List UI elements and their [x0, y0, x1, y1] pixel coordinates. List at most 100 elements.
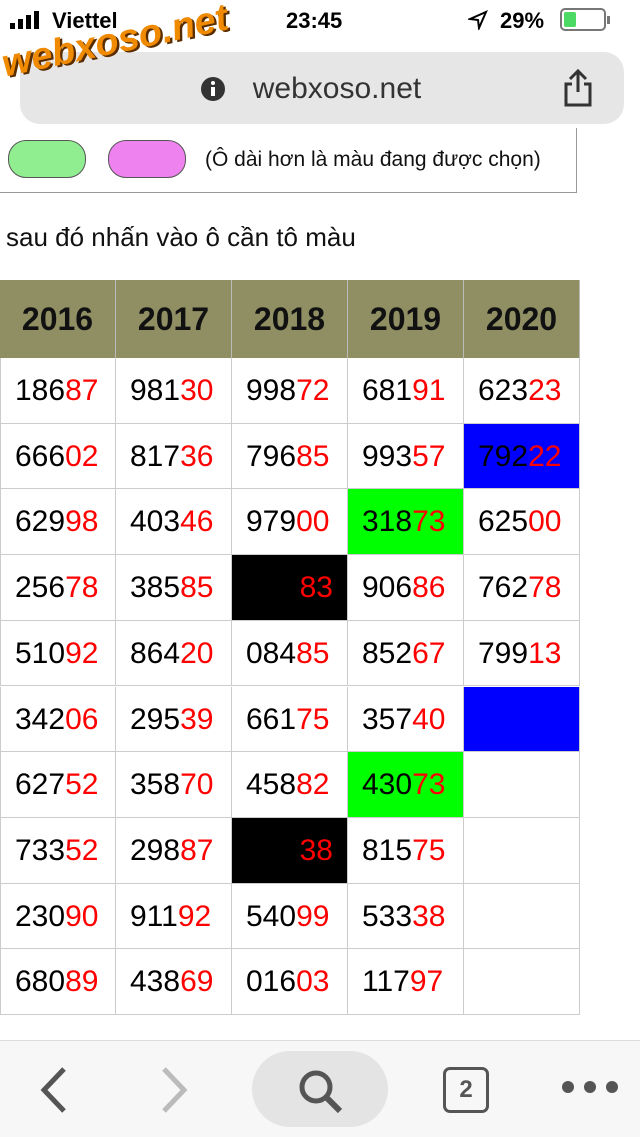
result-cell[interactable]: 83	[232, 555, 348, 621]
color-option[interactable]	[108, 140, 186, 178]
result-cell[interactable]: 51092	[0, 620, 116, 687]
result-cell[interactable]: 99357	[348, 423, 464, 490]
result-cell[interactable]: 81736	[116, 423, 232, 490]
number-suffix: 83	[299, 571, 333, 605]
url-bar[interactable]: webxoso.net	[20, 52, 624, 124]
result-cell[interactable]: 90686	[348, 555, 464, 621]
result-cell[interactable]: 62500	[464, 489, 580, 556]
result-cell[interactable]	[464, 686, 580, 753]
result-cell[interactable]: 91192	[116, 883, 232, 950]
result-cell[interactable]: 53338	[348, 883, 464, 950]
number-suffix: 67	[412, 636, 446, 670]
result-cell[interactable]: 62752	[0, 752, 116, 818]
color-option[interactable]	[8, 140, 86, 178]
number-prefix: 510	[15, 636, 66, 670]
number-prefix: 629	[15, 505, 66, 539]
number-prefix: 540	[246, 899, 297, 933]
number-suffix: 23	[528, 374, 562, 407]
number-suffix: 69	[180, 965, 214, 999]
result-cell[interactable]: 35870	[116, 752, 232, 818]
result-cell[interactable]: 79913	[464, 620, 580, 687]
number-suffix: 85	[296, 636, 330, 670]
result-cell[interactable]: 85267	[348, 620, 464, 687]
back-button[interactable]	[36, 1067, 72, 1113]
number-prefix: 815	[362, 833, 413, 867]
result-cell[interactable]: 35740	[348, 686, 464, 753]
number-prefix: 458	[246, 768, 297, 802]
number-suffix: 99	[296, 899, 330, 933]
number-prefix: 666	[15, 439, 66, 473]
result-cell[interactable]: 31873	[348, 489, 464, 556]
result-cell[interactable]: 68089	[0, 949, 116, 1015]
column-header: 2016	[0, 280, 116, 358]
number-prefix: 117	[362, 965, 410, 999]
result-cell[interactable]: 43073	[348, 752, 464, 818]
result-cell[interactable]: 11797	[348, 949, 464, 1015]
number-suffix: 36	[180, 439, 214, 473]
result-cell[interactable]: 79222	[464, 423, 580, 490]
number-suffix: 39	[180, 702, 214, 736]
number-prefix: 403	[130, 505, 181, 539]
picker-note: (Ô dài hơn là màu đang được chọn)	[205, 148, 541, 171]
result-cell[interactable]: 99872	[232, 358, 348, 424]
result-cell[interactable]	[464, 752, 580, 818]
number-prefix: 998	[246, 374, 297, 407]
result-cell[interactable]: 08485	[232, 620, 348, 687]
result-cell[interactable]: 86420	[116, 620, 232, 687]
result-cell[interactable]: 97900	[232, 489, 348, 556]
number-suffix: 00	[528, 505, 562, 539]
result-cell[interactable]: 81575	[348, 817, 464, 884]
result-cell[interactable]: 62998	[0, 489, 116, 556]
result-cell[interactable]: 73352	[0, 817, 116, 884]
number-suffix: 20	[180, 636, 214, 670]
result-cell[interactable]: 29887	[116, 817, 232, 884]
more-button[interactable]	[560, 1079, 620, 1095]
number-prefix: 623	[478, 374, 529, 407]
result-cell[interactable]: 29539	[116, 686, 232, 753]
result-cell[interactable]: 54099	[232, 883, 348, 950]
result-cell[interactable]: 98130	[116, 358, 232, 424]
number-prefix: 430	[362, 768, 413, 802]
result-cell[interactable]: 38585	[116, 555, 232, 621]
search-button[interactable]	[252, 1051, 388, 1127]
number-prefix: 230	[15, 899, 66, 933]
result-cell[interactable]: 01603	[232, 949, 348, 1015]
result-cell[interactable]: 68191	[348, 358, 464, 424]
number-suffix: 40	[412, 702, 446, 736]
result-cell[interactable]: 76278	[464, 555, 580, 621]
number-suffix: 92	[177, 899, 212, 933]
number-prefix: 342	[15, 702, 66, 736]
number-prefix: 906	[362, 571, 413, 605]
number-prefix: 084	[246, 636, 297, 670]
result-cell[interactable]: 62323	[464, 358, 580, 424]
column-header: 2020	[464, 280, 580, 358]
number-suffix: 02	[65, 439, 99, 473]
result-cell[interactable]: 34206	[0, 686, 116, 753]
number-suffix: 46	[180, 505, 214, 539]
number-suffix: 78	[65, 571, 99, 605]
number-prefix: 993	[362, 439, 413, 473]
result-cell[interactable]	[464, 883, 580, 950]
share-button[interactable]	[560, 68, 596, 108]
number-suffix: 22	[528, 439, 562, 473]
result-cell[interactable]	[464, 949, 580, 1015]
result-cell[interactable]: 66175	[232, 686, 348, 753]
tabs-button[interactable]: 2	[443, 1067, 489, 1113]
result-cell[interactable]: 40346	[116, 489, 232, 556]
result-cell[interactable]: 18687	[0, 358, 116, 424]
result-cell[interactable]: 23090	[0, 883, 116, 950]
result-cell[interactable]	[464, 817, 580, 884]
result-cell[interactable]: 25678	[0, 555, 116, 621]
number-suffix: 70	[180, 768, 214, 802]
forward-button[interactable]	[156, 1067, 192, 1113]
number-suffix: 97	[409, 965, 444, 999]
result-cell[interactable]: 38	[232, 817, 348, 884]
instruction-text: sau đó nhấn vào ô cần tô màu	[6, 222, 356, 252]
number-prefix: 385	[130, 571, 181, 605]
number-suffix: 86	[412, 571, 446, 605]
number-prefix: 864	[130, 636, 181, 670]
result-cell[interactable]: 43869	[116, 949, 232, 1015]
result-cell[interactable]: 66602	[0, 423, 116, 490]
result-cell[interactable]: 45882	[232, 752, 348, 818]
result-cell[interactable]: 79685	[232, 423, 348, 490]
